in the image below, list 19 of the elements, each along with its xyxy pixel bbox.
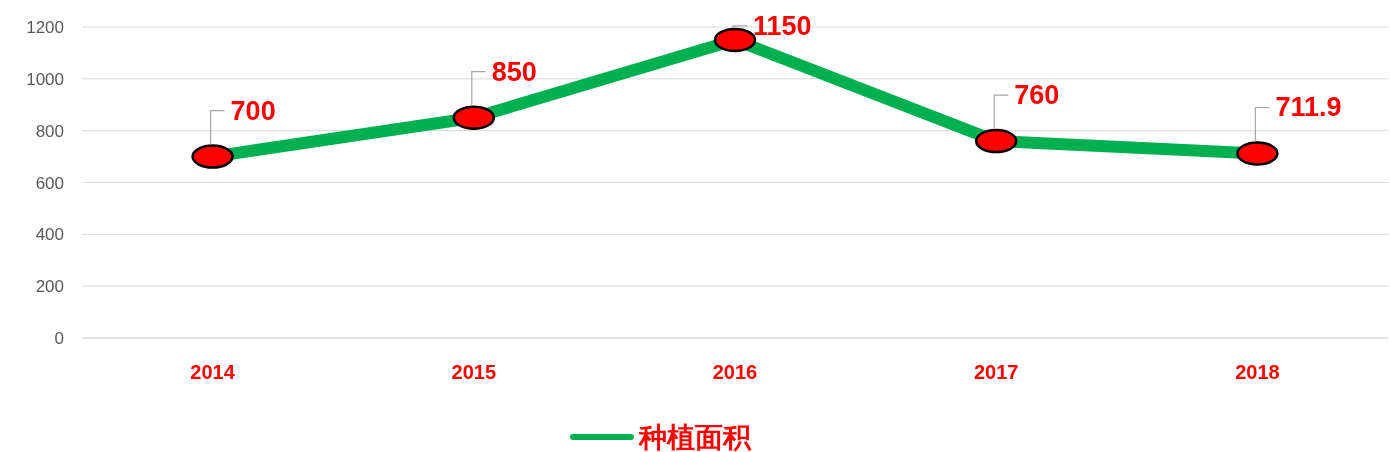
- y-tick-label: 400: [35, 225, 64, 245]
- y-tick-label: 200: [35, 277, 64, 297]
- data-label: 850: [491, 56, 537, 87]
- data-label: 700: [230, 95, 276, 126]
- x-tick-label: 2016: [712, 361, 758, 383]
- y-tick-label: 0: [54, 329, 64, 348]
- y-tick-label: 1000: [26, 69, 64, 89]
- legend-label: 种植面积: [638, 422, 752, 452]
- y-tick-label: 600: [35, 173, 64, 193]
- x-tick-label: 2017: [973, 361, 1019, 383]
- y-tick-label: 1200: [26, 18, 64, 37]
- x-tick-label: 2014: [190, 361, 236, 383]
- data-label: 711.9: [1275, 92, 1342, 123]
- x-tick-label: 2015: [451, 361, 497, 383]
- data-label: 760: [1014, 80, 1060, 111]
- x-tick-label: 2018: [1235, 361, 1280, 383]
- data-label: 1150: [753, 10, 812, 41]
- legend: 种植面积: [570, 422, 751, 452]
- y-tick-label: 800: [35, 121, 64, 141]
